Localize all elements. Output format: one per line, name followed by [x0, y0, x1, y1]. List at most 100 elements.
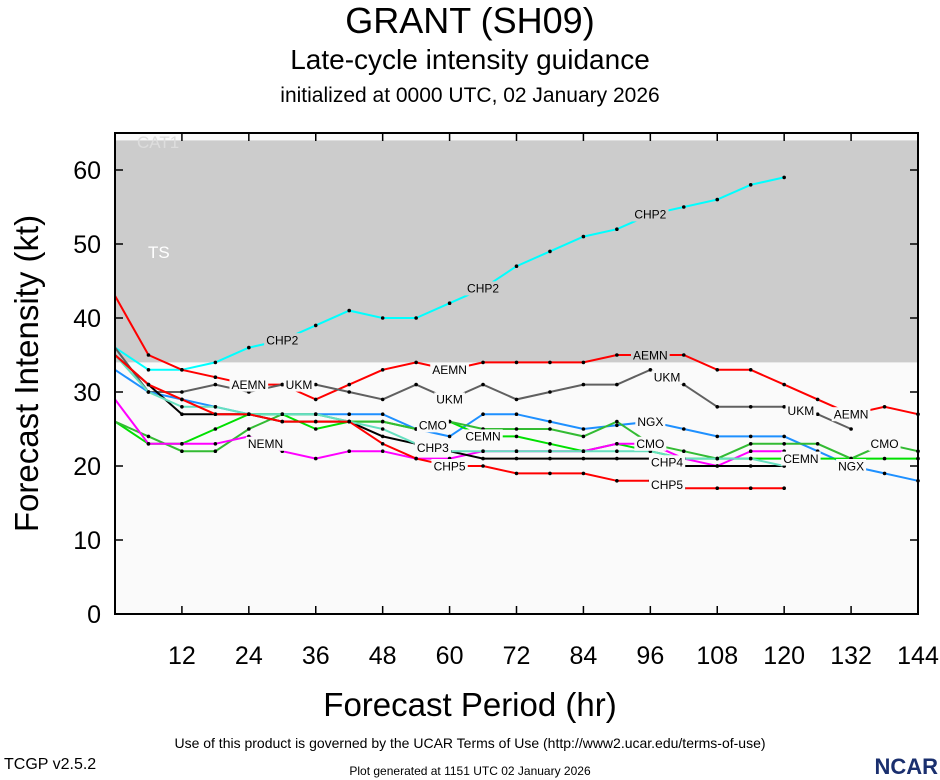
series-label-bg — [283, 377, 315, 392]
series-label-group: CHP2 — [264, 333, 301, 348]
x-tick-label: 96 — [636, 642, 664, 670]
data-point-ukm — [380, 397, 385, 402]
series-label-chp2: CHP2 — [467, 282, 499, 296]
data-point-ngx — [782, 434, 786, 439]
series-label-group: CHP4 — [648, 455, 686, 470]
data-point-nemn — [615, 442, 619, 446]
series-label-group: CMO — [416, 418, 449, 433]
data-point-aemn — [313, 397, 318, 402]
series-label-group: NGX — [836, 459, 867, 473]
series-label-group: CEMN — [781, 451, 821, 466]
data-point-ukm — [514, 397, 519, 402]
x-tick-label: 48 — [369, 642, 397, 670]
data-point-chp2 — [514, 264, 519, 269]
data-point-ukm — [347, 390, 352, 394]
data-point-ngx — [514, 412, 519, 417]
x-tick-label: 144 — [897, 642, 939, 670]
series-label-bg — [648, 455, 686, 470]
data-point-ngx — [581, 427, 586, 431]
data-point-aemn — [681, 353, 686, 357]
series-label-cemn: CEMN — [465, 430, 500, 444]
data-point-cmo — [581, 434, 586, 439]
data-point-chp4 — [581, 456, 586, 461]
data-point-ukm — [715, 405, 720, 409]
data-point-cmo — [247, 427, 251, 431]
x-tick-label: 36 — [302, 642, 330, 670]
data-point-nemn — [313, 456, 318, 461]
data-point-chp4 — [380, 434, 385, 439]
data-point-chp4 — [514, 456, 519, 461]
data-point-chp2 — [715, 197, 720, 202]
data-point-ngx — [347, 412, 352, 417]
series-label-aemn: AEMN — [231, 378, 266, 392]
data-point-chp2 — [615, 227, 619, 231]
data-point-chp5 — [715, 486, 720, 491]
x-tick-label: 84 — [570, 642, 598, 670]
data-point-ngx — [380, 412, 385, 417]
data-point-cemn — [213, 427, 218, 431]
data-point-ukm — [313, 382, 318, 387]
series-label-bg — [434, 392, 465, 407]
series-label-bg — [632, 207, 669, 222]
data-point-chp2 — [681, 205, 686, 209]
series-label-bg — [245, 436, 286, 451]
y-tick-label: 60 — [73, 157, 101, 185]
series-label-bg — [868, 436, 901, 451]
series-label-group: UKM — [283, 377, 315, 392]
series-label-group: NEMN — [245, 436, 286, 451]
y-tick-label: 40 — [73, 305, 101, 333]
data-point-ngx — [481, 412, 485, 417]
init-time: initialized at 0000 UTC, 02 January 2026 — [280, 84, 660, 107]
data-point-chp2 — [782, 175, 786, 180]
data-point-aemn — [481, 360, 485, 365]
data-point-chp2 — [380, 316, 385, 320]
data-point-aemn — [514, 360, 519, 365]
data-point-chp5 — [581, 471, 586, 476]
data-point-chp2 — [548, 249, 552, 254]
series-label-group: UKM — [785, 403, 817, 418]
x-tick-label: 72 — [503, 642, 531, 670]
data-point-chp3 — [213, 405, 218, 409]
series-label-cmo: CMO — [636, 437, 664, 451]
data-point-ukm — [648, 368, 653, 372]
series-label-group: CEMN — [463, 429, 503, 444]
data-point-chp4 — [548, 456, 552, 461]
series-label-bg — [836, 459, 867, 473]
y-tick-label: 50 — [73, 231, 101, 259]
y-tick-label: 20 — [73, 453, 101, 481]
data-point-ngx — [748, 434, 753, 439]
series-label-bg — [634, 436, 667, 451]
series-label-bg — [464, 281, 502, 296]
data-point-chp5 — [380, 442, 385, 446]
series-label-group: CHP2 — [464, 281, 502, 296]
data-point-chp3 — [715, 456, 720, 461]
data-point-chp2 — [247, 345, 251, 350]
data-point-aemn — [882, 405, 887, 409]
data-point-chp5 — [514, 471, 519, 476]
series-label-bg — [831, 407, 871, 422]
x-tick-label: 60 — [436, 642, 464, 670]
series-label-chp5: CHP5 — [651, 478, 683, 492]
x-tick-label: 120 — [763, 642, 805, 670]
terms-of-use: Use of this product is governed by the U… — [174, 735, 766, 751]
data-point-nemn — [213, 442, 218, 446]
data-point-ngx — [548, 419, 552, 424]
band-label-cat1: CAT1 — [137, 133, 179, 152]
series-label-group: UKM — [651, 370, 683, 385]
data-point-chp5 — [280, 419, 285, 424]
series-label-bg — [229, 377, 269, 392]
chart-subtitle: Late-cycle intensity guidance — [290, 44, 650, 75]
series-labels: CHP2 CHP2 CHP2 AEMN AEMN AEMN AEMN UKM UKM UKM UKM… — [229, 207, 901, 492]
series-label-group: NGX — [635, 414, 666, 429]
series-label-cmo: CMO — [419, 419, 447, 433]
series-label-group: CMO — [868, 436, 901, 451]
data-point-chp2 — [748, 183, 753, 187]
series-label-group: UKM — [434, 392, 465, 407]
series-label-ukm: UKM — [788, 404, 815, 418]
data-point-aemn — [615, 353, 619, 357]
series-label-group: AEMN — [630, 348, 670, 362]
series-label-cmo: CMO — [871, 437, 899, 451]
y-tick-label: 30 — [73, 379, 101, 407]
data-point-chp2 — [146, 368, 151, 372]
data-point-chp3 — [481, 449, 485, 454]
